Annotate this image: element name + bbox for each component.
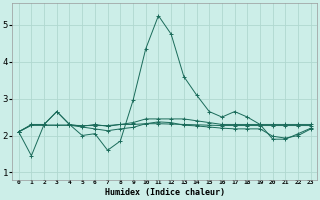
X-axis label: Humidex (Indice chaleur): Humidex (Indice chaleur) xyxy=(105,188,225,197)
